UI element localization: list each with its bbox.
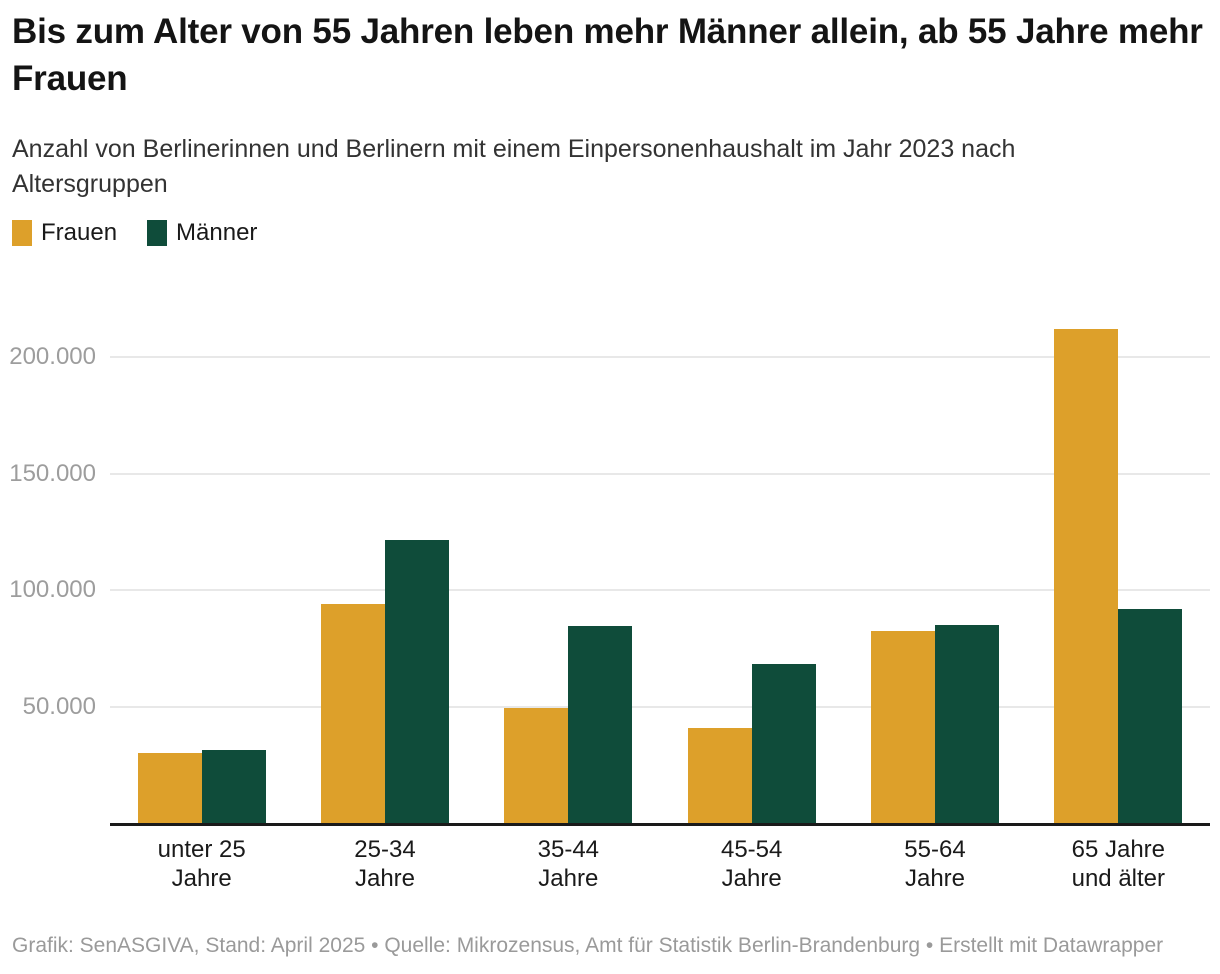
y-axis-tick-label-100000: 100.000: [9, 576, 96, 604]
bar-maenner-unter-25-jahre: [201, 749, 266, 823]
x-axis-category-label-25-34-jahre: 25-34 Jahre: [354, 836, 416, 892]
legend-label-frauen: Frauen: [41, 219, 118, 246]
y-axis-tick-label-150000: 150.000: [9, 459, 96, 487]
bar-maenner-25-34-jahre: [385, 540, 449, 823]
bar-maenner-35-44-jahre: [568, 626, 633, 823]
legend-item-frauen: Frauen: [12, 220, 117, 246]
bar-frauen-25-34-jahre: [321, 604, 385, 823]
legend-swatch-maenner: [147, 220, 168, 246]
chart-subtitle: Anzahl von Berlinerinnen und Berlinern m…: [12, 135, 1016, 198]
bar-frauen-55-64-jahre: [871, 630, 935, 823]
x-axis-category-label-45-54-jahre: 45-54 Jahre: [720, 836, 783, 892]
chart-title: Bis zum Alter von 55 Jahren leben mehr M…: [12, 12, 1203, 98]
gridline-150000: [110, 472, 1210, 475]
x-axis-line: [110, 823, 1210, 826]
gridline-100000: [110, 589, 1210, 592]
bar-frauen-35-44-jahre: [504, 707, 569, 823]
y-axis-tick-label-200000: 200.000: [9, 343, 96, 371]
x-axis-category-label-unter-25-jahre: unter 25 Jahre: [157, 836, 246, 892]
bar-frauen-45-54-jahre: [687, 727, 752, 823]
chart-footer: Grafik: SenASGIVA, Stand: April 2025 • Q…: [12, 934, 1164, 957]
x-axis-category-label-55-64-jahre: 55-64 Jahre: [904, 836, 966, 892]
x-axis-category-label-35-44-jahre: 35-44 Jahre: [537, 836, 600, 892]
bar-maenner-65-jahre-und-aelter: [1118, 608, 1183, 823]
y-axis-tick-label-50000: 50.000: [22, 692, 96, 720]
legend-item-maenner: Männer: [147, 220, 257, 246]
gridline-200000: [110, 356, 1210, 359]
bar-frauen-unter-25-jahre: [137, 753, 202, 823]
bar-maenner-55-64-jahre: [935, 625, 999, 823]
x-axis-category-label-65-jahre-und-aelter: 65 Jahre und älter: [1071, 836, 1166, 892]
legend-swatch-frauen: [12, 220, 32, 246]
bar-maenner-45-54-jahre: [751, 663, 816, 823]
legend: Frauen Männer: [12, 220, 257, 246]
gridline-50000: [110, 705, 1210, 708]
bar-frauen-65-jahre-und-aelter: [1054, 329, 1119, 823]
legend-label-maenner: Männer: [176, 219, 258, 246]
